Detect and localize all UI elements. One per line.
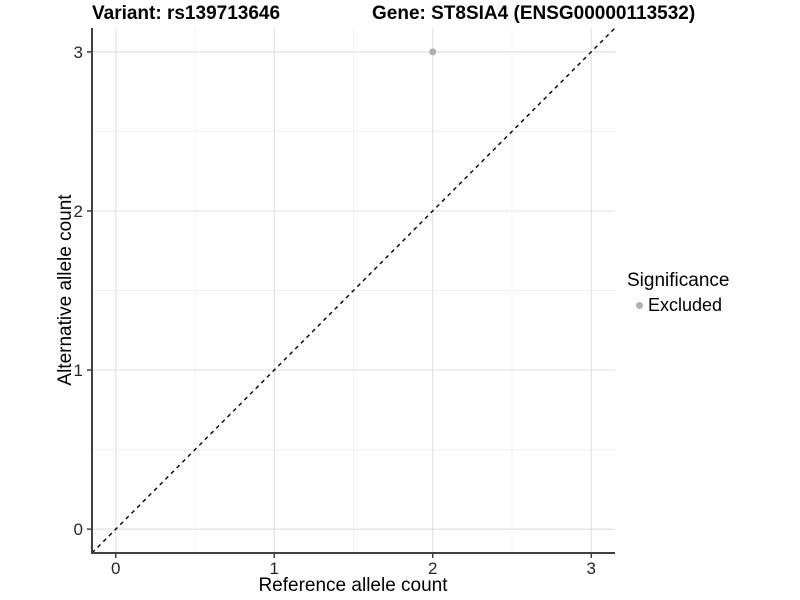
y-tick-label: 0 <box>74 520 83 539</box>
plot-title-gene: Gene: ST8SIA4 (ENSG00000113532) <box>372 3 696 24</box>
x-tick-label: 1 <box>270 559 279 578</box>
legend-item-excluded: Excluded <box>627 295 729 316</box>
plot-title-variant: Variant: rs139713646 <box>92 3 281 24</box>
y-tick-label: 1 <box>74 361 83 380</box>
legend-point-icon <box>636 302 643 309</box>
legend-title: Significance <box>627 270 730 291</box>
identity-line <box>91 27 616 554</box>
x-axis-title: Reference allele count <box>258 575 448 596</box>
x-tick-label: 3 <box>586 559 595 578</box>
x-tick-label: 0 <box>111 559 120 578</box>
y-tick-label: 3 <box>74 43 83 62</box>
legend-item-label: Excluded <box>648 295 723 315</box>
legend: Significance Excluded <box>627 270 729 316</box>
data-point <box>429 48 437 56</box>
x-tick-label: 2 <box>428 559 437 578</box>
y-tick-label: 2 <box>74 202 83 221</box>
